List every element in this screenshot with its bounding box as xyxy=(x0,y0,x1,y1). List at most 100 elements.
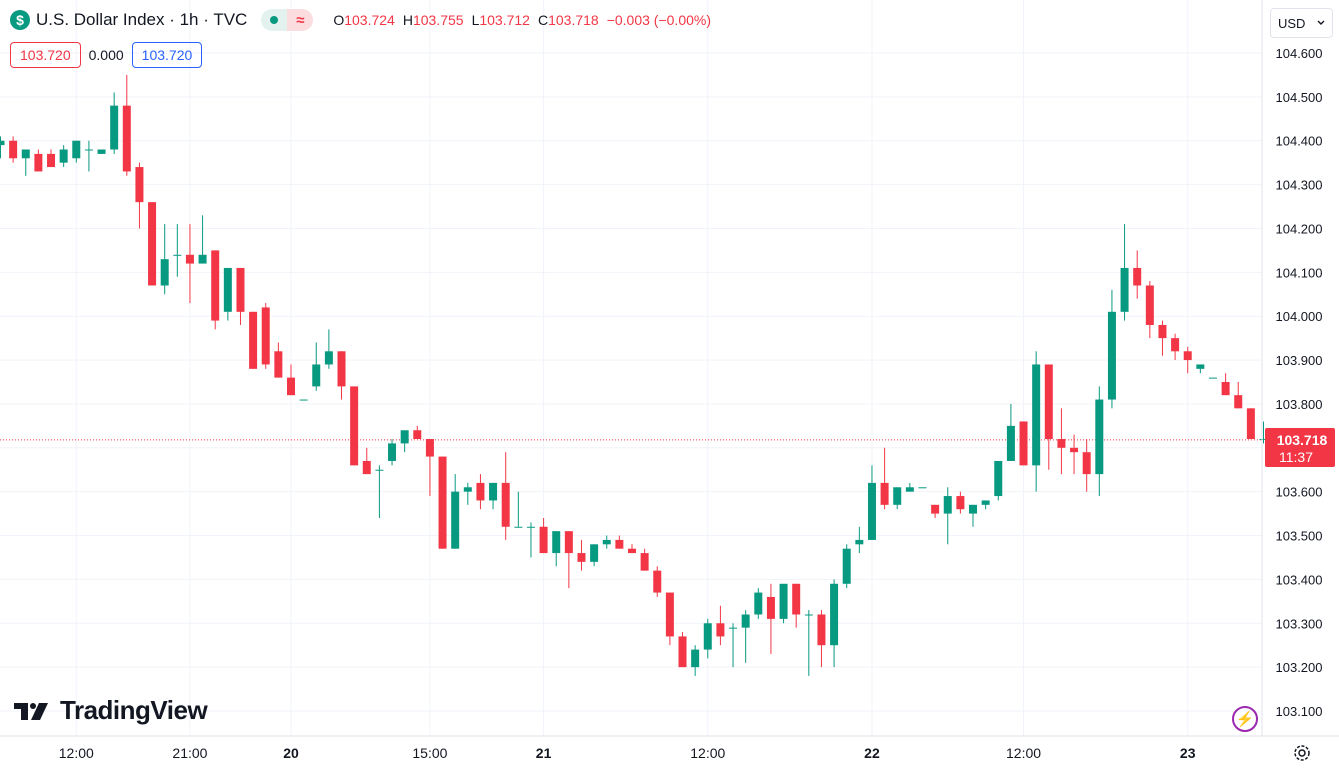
candle-body xyxy=(211,250,220,321)
price-tick-label: 103.500 xyxy=(1276,529,1323,544)
candle-body xyxy=(1070,447,1079,453)
candle xyxy=(59,145,68,168)
price-tick-label: 103.300 xyxy=(1276,616,1323,631)
candle-body xyxy=(716,623,725,637)
candle-body xyxy=(931,504,940,514)
time-axis[interactable]: 12:00 21:00 20 15:00 21 12:00 22 12:00 23 xyxy=(0,735,1339,761)
time-tick-label: 12:00 xyxy=(1006,745,1041,761)
price-axis[interactable]: 104.600 104.500 104.400 104.300 104.200 104.1… xyxy=(1261,0,1323,736)
candle-body xyxy=(148,202,157,286)
tradingview-logo[interactable]: TradingView xyxy=(14,695,208,726)
high-value: 103.755 xyxy=(412,12,464,28)
candle xyxy=(1044,364,1053,470)
candle-body xyxy=(375,469,384,471)
candle-body xyxy=(830,583,839,646)
candle-body xyxy=(1208,377,1217,379)
candle-body xyxy=(691,649,700,668)
candle-countdown: 11:37 xyxy=(1279,449,1313,465)
last-price-value: 103.718 xyxy=(1277,432,1328,448)
candle-body xyxy=(501,482,510,527)
candle xyxy=(691,645,700,676)
candle xyxy=(552,531,561,567)
candle xyxy=(261,303,270,369)
candle-body xyxy=(766,596,775,619)
green-dot-icon[interactable] xyxy=(261,9,288,31)
candle-body xyxy=(1133,267,1142,286)
candle-body xyxy=(779,583,788,619)
candle xyxy=(1171,333,1180,361)
time-tick-label: 23 xyxy=(1180,745,1196,761)
open-value: 103.724 xyxy=(344,12,395,28)
buy-button[interactable]: 103.720 xyxy=(131,42,203,68)
candle-body xyxy=(72,140,81,159)
candle-body xyxy=(274,351,283,378)
candle-body xyxy=(312,364,321,387)
candle-body xyxy=(792,583,801,615)
candle-body xyxy=(438,456,447,549)
price-tick-label: 104.000 xyxy=(1276,309,1323,324)
candle-body xyxy=(817,614,826,646)
candle xyxy=(741,610,750,663)
candle xyxy=(1019,421,1028,466)
candle-body xyxy=(286,377,295,396)
candle-body xyxy=(867,482,876,540)
candle xyxy=(148,202,157,286)
candle xyxy=(84,140,93,172)
currency-select[interactable]: USD xyxy=(1270,8,1333,38)
candle-body xyxy=(236,267,245,312)
candle xyxy=(893,487,902,510)
candle xyxy=(766,583,775,654)
close-label: C xyxy=(537,12,549,28)
candle xyxy=(792,583,801,628)
sell-button[interactable]: 103.720 xyxy=(10,42,81,68)
close-value: 103.718 xyxy=(548,12,599,28)
candle-body xyxy=(893,487,902,505)
candle xyxy=(1070,434,1079,475)
last-price-tag: 103.718 11:37 xyxy=(1265,428,1335,467)
candle xyxy=(994,460,1003,501)
price-tick-label: 104.300 xyxy=(1276,178,1323,193)
candle xyxy=(653,566,662,597)
candle xyxy=(388,439,397,466)
chart-grid xyxy=(0,0,1262,736)
gear-icon[interactable] xyxy=(1292,743,1312,763)
price-tick-label: 104.100 xyxy=(1276,265,1323,280)
candle xyxy=(779,583,788,624)
candle-body xyxy=(1183,351,1192,361)
candle-body xyxy=(110,105,119,150)
candle xyxy=(72,140,81,163)
candle-body xyxy=(173,254,182,256)
wave-icon[interactable]: ≈ xyxy=(287,9,314,31)
candle xyxy=(362,447,371,475)
candle-body xyxy=(1196,364,1205,369)
symbol-title[interactable]: U.S. Dollar Index · 1h · TVC xyxy=(36,10,248,29)
candle xyxy=(286,364,295,396)
candle-body xyxy=(1107,311,1116,400)
candle-body xyxy=(299,399,308,401)
price-tick-label: 104.600 xyxy=(1276,46,1323,61)
candle xyxy=(501,452,510,540)
candle-body xyxy=(135,167,144,203)
candle-body xyxy=(463,487,472,492)
status-pill[interactable]: ≈ xyxy=(261,9,314,31)
candle xyxy=(249,311,258,369)
candle xyxy=(173,224,182,277)
candle-body xyxy=(413,430,422,440)
candle-body xyxy=(185,254,194,264)
candle-body xyxy=(615,539,624,549)
lightning-icon[interactable]: ⚡ xyxy=(1232,706,1258,732)
dollar-icon[interactable]: $ xyxy=(10,10,30,30)
candle xyxy=(981,500,990,510)
candle xyxy=(451,474,460,549)
candle xyxy=(350,386,359,466)
price-tick-label: 103.900 xyxy=(1276,353,1323,368)
candle xyxy=(905,482,914,492)
candle-body xyxy=(880,482,889,505)
candle xyxy=(880,447,889,510)
candle-body xyxy=(1259,439,1268,441)
candle-body xyxy=(552,531,561,554)
candle-body xyxy=(324,351,333,365)
candle-body xyxy=(628,548,636,554)
candle-body xyxy=(1006,425,1015,461)
